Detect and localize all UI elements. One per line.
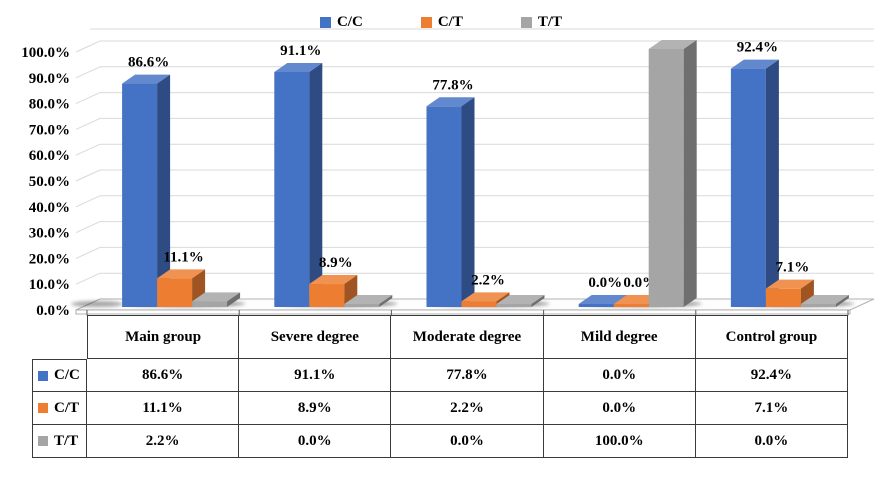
y-tick-label: 40.0%: [29, 200, 70, 216]
bar-value-label: 92.4%: [737, 40, 778, 56]
col-header-severe-degree: Severe degree: [239, 315, 392, 359]
table-cell-c-t-control-group: 7.1%: [695, 392, 848, 425]
table-cell-t-t-control-group: 0.0%: [695, 425, 848, 458]
row-header-c-t: C/T: [32, 392, 87, 425]
bar-value-label: 8.9%: [319, 255, 353, 271]
bar-value-label: 11.1%: [163, 249, 203, 265]
legend-label-ct: C/T: [437, 13, 463, 30]
row-header-c-c: C/C: [32, 359, 87, 392]
bar-value-label: 7.1%: [776, 260, 810, 276]
bar-value-label: 0.0%: [588, 275, 622, 291]
legend-label-cc: C/C: [336, 13, 363, 30]
y-tick-label: 10.0%: [29, 277, 70, 293]
table-cell-c-c-severe-degree: 91.1%: [239, 359, 392, 392]
bar-c-t-severe-degree: [309, 275, 358, 307]
bar-c-c-severe-degree: [274, 62, 323, 307]
bar-chart-canvas: 0.0% 10.0% 20.0% 30.0% 40.0% 50.0% 60.0% 70.0% 8…: [21, 28, 875, 316]
bar-t-t-moderate-degree: [496, 295, 545, 307]
legend-item-tt: T/T: [520, 13, 563, 31]
col-header-moderate-degree: Moderate degree: [391, 315, 544, 359]
col-header-control-group: Control group: [695, 315, 848, 359]
table-cell-c-t-moderate-degree: 2.2%: [391, 392, 544, 425]
legend-swatch-tt: [520, 16, 532, 28]
row-header-label: C/C: [54, 367, 80, 383]
legend-label-tt: T/T: [537, 13, 563, 30]
bar-value-label: 77.8%: [432, 77, 473, 93]
bars: 86.6% 11.1% 91.1% 8.9% 77.8% 2.2% 0.0% 0.0% 92.4…: [122, 40, 849, 308]
data-table: Main group Severe degree Moderate degree Mi…: [32, 315, 848, 458]
table-cell-c-t-main-group: 11.1%: [87, 392, 240, 425]
y-axis-labels: 0.0% 10.0% 20.0% 30.0% 40.0% 50.0% 60.0% 70.0% 8…: [21, 45, 70, 316]
table-cell-t-t-mild-degree: 100.0%: [543, 425, 696, 458]
row-header-label: T/T: [54, 432, 79, 449]
category-axis-ticks: [86, 310, 849, 316]
col-header-main-group: Main group: [87, 315, 240, 359]
legend-swatch-cc: [319, 16, 331, 28]
table-cell-c-c-mild-degree: 0.0%: [543, 359, 696, 392]
table-cell-t-t-moderate-degree: 0.0%: [391, 425, 544, 458]
bar-value-label: 91.1%: [280, 43, 321, 59]
table-cell-c-c-control-group: 92.4%: [695, 359, 848, 392]
bar-c-c-moderate-degree: [426, 97, 475, 307]
bar-value-label: 86.6%: [128, 55, 169, 71]
table-cell-c-c-moderate-degree: 77.8%: [391, 359, 544, 392]
table-cell-c-t-severe-degree: 8.9%: [239, 392, 392, 425]
bar-t-t-main-group: [192, 292, 241, 307]
table-cell-c-t-mild-degree: 0.0%: [543, 392, 696, 425]
y-tick-label: 0.0%: [36, 303, 70, 316]
y-tick-label: 20.0%: [29, 251, 70, 267]
y-tick-label: 100.0%: [21, 45, 70, 61]
row-header-label: C/T: [54, 399, 80, 416]
row-header-t-t: T/T: [32, 425, 87, 458]
legend-item-cc: C/C: [319, 13, 363, 31]
col-header-mild-degree: Mild degree: [543, 315, 696, 359]
bar-t-t-mild-degree: [648, 40, 697, 307]
y-tick-label: 60.0%: [29, 148, 70, 164]
y-tick-label: 80.0%: [29, 97, 70, 113]
bar-value-label: 0.0%: [623, 275, 657, 291]
y-tick-label: 30.0%: [29, 226, 70, 242]
table-cell-c-c-main-group: 86.6%: [87, 359, 240, 392]
table-corner-cell: [32, 315, 87, 359]
bar-value-label: 2.2%: [471, 272, 505, 288]
bar-c-c-control-group: [730, 59, 779, 307]
legend-item-ct: C/T: [420, 13, 463, 31]
bar-c-c-main-group: [122, 74, 171, 308]
y-tick-label: 70.0%: [29, 122, 70, 138]
bar-t-t-control-group: [800, 295, 849, 307]
row-key-swatch-c-c: [38, 370, 48, 381]
table-cell-t-t-main-group: 2.2%: [87, 425, 240, 458]
legend: C/C C/T T/T: [0, 11, 882, 33]
table-cell-t-t-severe-degree: 0.0%: [239, 425, 392, 458]
bar-t-t-severe-degree: [344, 295, 393, 307]
row-key-swatch-t-t: [38, 436, 48, 446]
row-key-swatch-c-t: [38, 403, 48, 413]
legend-swatch-ct: [420, 16, 432, 28]
y-tick-label: 50.0%: [29, 174, 70, 190]
y-tick-label: 90.0%: [29, 71, 70, 87]
